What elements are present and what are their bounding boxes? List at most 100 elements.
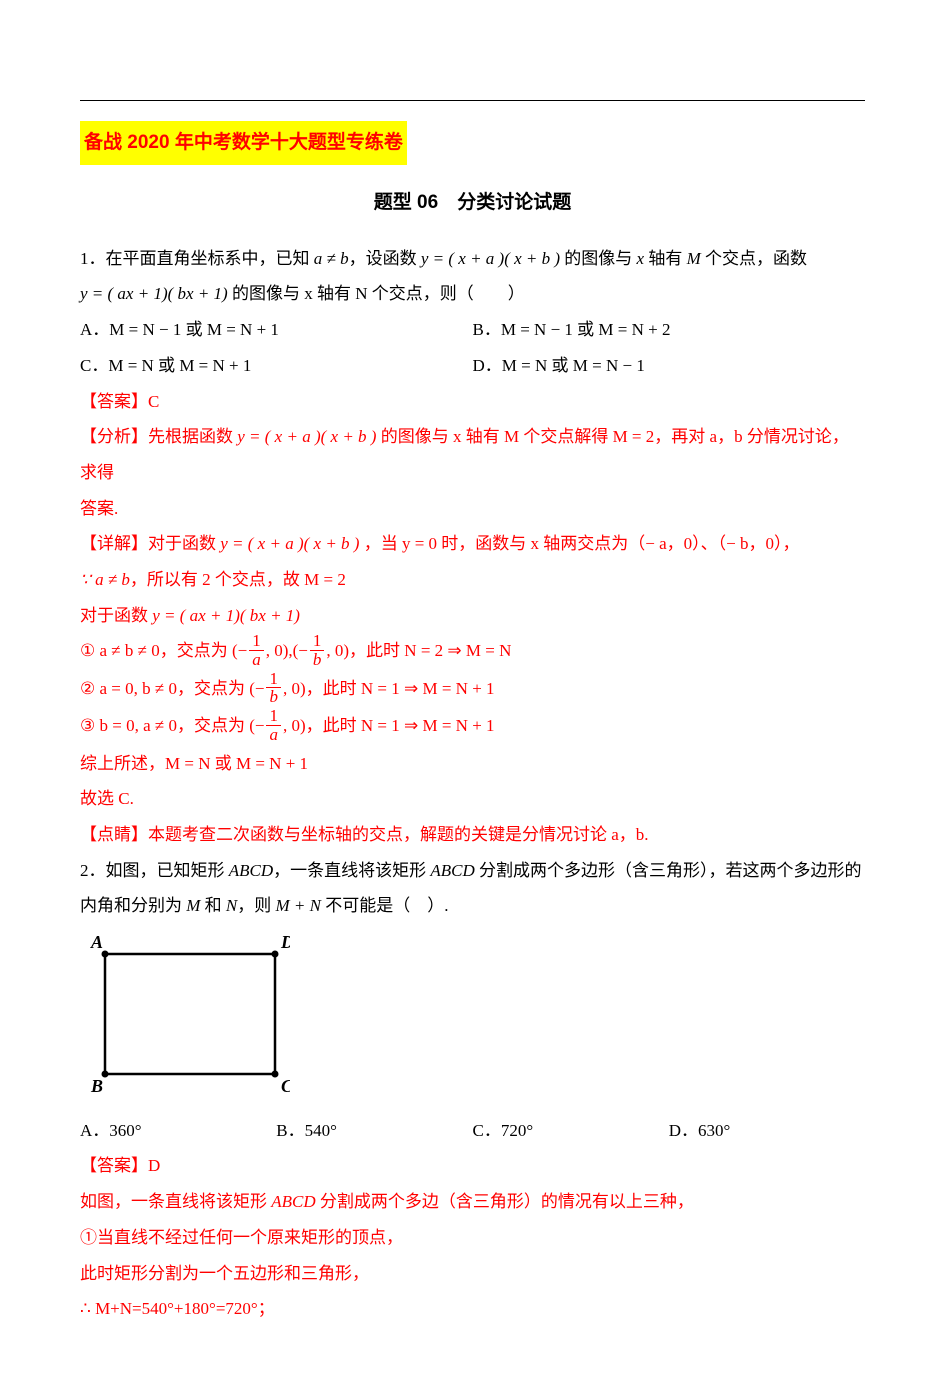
q2-line2-b: 和 — [200, 896, 226, 915]
q2-stem-3: 分割成两个多边形（含三角形），若这两个多边形的 — [475, 861, 862, 880]
q1-analysis-line1: 【分析】先根据函数 y = ( x + a )( x + b ) 的图像与 x … — [80, 419, 865, 490]
q2-opt-b: B．540° — [276, 1121, 337, 1140]
q1-detail-3b: ，所以有 2 个交点，故 M = 2 — [130, 570, 346, 589]
q1-detail-4a: 对于函数 — [80, 606, 152, 625]
q2-opt-a: A．360° — [80, 1121, 142, 1140]
den-a: a — [249, 650, 264, 669]
q1-tip: 【点睛】本题考查二次函数与坐标轴的交点，解题的关键是分情况讨论 a，b. — [80, 817, 865, 853]
svg-text:B: B — [90, 1076, 103, 1092]
q1-analysis-line2: 答案. — [80, 491, 865, 527]
q1-case3: ③ b = 0, a ≠ 0，交点为 (−1a, 0)，此时 N = 1 ⇒ M… — [80, 708, 865, 745]
q1-answer-label: 【答案】 — [80, 392, 148, 411]
q1-answer-value: C — [148, 392, 159, 411]
q1-opt-a: A．M = N − 1 或 M = N + 1 — [80, 320, 279, 339]
q1-stem-4: 轴有 — [644, 249, 687, 268]
q1-summary: 综上所述，M = N 或 M = N + 1 — [80, 746, 865, 782]
q1-number: 1． — [80, 249, 106, 268]
q1-detail-label: 【详解】 — [80, 534, 148, 553]
q2-opt-d: D．630° — [669, 1121, 731, 1140]
q2-stem-sep: ， — [273, 861, 290, 880]
q1-axis: x — [637, 249, 645, 268]
q1-detail-func: y = ( x + a )( x + b ) — [220, 534, 359, 553]
q1-analysis-1: 先根据函数 — [148, 427, 237, 446]
q1-analysis-3: 答案. — [80, 499, 118, 518]
q2-stem-line2: 内角和分别为 M 和 N，则 M + N 不可能是（ ）. — [80, 888, 865, 924]
q1-case1-a: ① a ≠ b ≠ 0，交点为 (− — [80, 641, 247, 660]
svg-text:D: D — [280, 932, 290, 952]
svg-text:A: A — [90, 932, 103, 952]
q2-stem-2: 一条直线将该矩形 — [290, 861, 430, 880]
q1-analysis-label: 【分析】 — [80, 427, 148, 446]
q1-tip-text: 本题考查二次函数与坐标轴的交点，解题的关键是分情况讨论 a，b. — [148, 825, 649, 844]
q1-detail-4b: y = ( ax + 1)( bx + 1) — [152, 606, 300, 625]
q1-stem-line2: y = ( ax + 1)( bx + 1) 的图像与 x 轴有 N 个交点，则… — [80, 276, 865, 312]
q2-line2-a: 内角和分别为 — [80, 896, 186, 915]
q1-opt-d: D．M = N 或 M = N − 1 — [473, 356, 645, 375]
q2-answer-label: 【答案】 — [80, 1156, 148, 1175]
q2-sol-2: ①当直线不经过任何一个原来矩形的顶点， — [80, 1220, 865, 1256]
fraction-1a: 1a — [249, 632, 264, 669]
q1-detail-1: 对于函数 — [148, 534, 220, 553]
den-b: b — [310, 650, 325, 669]
q1-stem-1: 在平面直角坐标系中，已知 — [106, 249, 314, 268]
q2-opt-c: C．720° — [473, 1121, 534, 1140]
fraction-2: 1b — [266, 670, 281, 707]
q1-stem-5: 个交点，函数 — [701, 249, 807, 268]
q1-case2-b: , 0)，此时 N = 1 ⇒ M = N + 1 — [283, 679, 495, 698]
fraction-3: 1a — [266, 707, 281, 744]
top-rule — [80, 100, 865, 101]
q2-line2-d: 不可能是（ ）. — [321, 896, 449, 915]
q1-stem-2: ，设函数 — [349, 249, 421, 268]
q1-summary-text: 综上所述，M = N 或 M = N + 1 — [80, 754, 308, 773]
q1-options-row1: A．M = N − 1 或 M = N + 1 B．M = N − 1 或 M … — [80, 312, 865, 348]
q1-case2-a: ② a = 0, b ≠ 0，交点为 (− — [80, 679, 264, 698]
q1-tip-label: 【点睛】 — [80, 825, 148, 844]
q2-line2-c: ，则 — [237, 896, 275, 915]
q2-sol-4-text: ∴ M+N=540°+180°=720°； — [80, 1299, 275, 1318]
q1-line2-b: 的图像与 x 轴有 N 个交点，则（ ） — [228, 284, 525, 303]
q2-answer-value: D — [148, 1156, 160, 1175]
den-a2: a — [266, 725, 281, 744]
q2-diagram: A D B C — [80, 932, 865, 1105]
subtitle: 题型 06 分类讨论试题 — [80, 183, 865, 223]
q1-case2: ② a = 0, b ≠ 0，交点为 (−1b, 0)，此时 N = 1 ⇒ M… — [80, 671, 865, 708]
q2-number: 2． — [80, 861, 106, 880]
q1-analysis-func: y = ( x + a )( x + b ) — [237, 427, 376, 446]
q2-options: A．360° B．540° C．720° D．630° — [80, 1113, 865, 1149]
q1-case3-a: ③ b = 0, a ≠ 0，交点为 (− — [80, 716, 264, 735]
q1-M: M — [687, 249, 701, 268]
q1-func2: y = ( ax + 1)( bx + 1) — [80, 284, 228, 303]
fraction-1b: 1b — [310, 632, 325, 669]
q2-abcd-2: ABCD — [430, 861, 474, 880]
svg-text:C: C — [281, 1076, 290, 1092]
banner: 备战 2020 年中考数学十大题型专练卷 — [80, 121, 407, 165]
q1-therefore: 故选 C. — [80, 781, 865, 817]
q1-case1-mid: , 0),(− — [266, 641, 308, 660]
q1-cond: a ≠ b — [314, 249, 349, 268]
q1-case1-b: , 0)，此时 N = 2 ⇒ M = N — [326, 641, 511, 660]
q2-abcd-1: ABCD — [229, 861, 273, 880]
q2-stem-line1: 2．如图，已知矩形 ABCD，一条直线将该矩形 ABCD 分割成两个多边形（含三… — [80, 853, 865, 889]
q2-sol-4: ∴ M+N=540°+180°=720°； — [80, 1291, 865, 1327]
q1-detail-line1: 【详解】对于函数 y = ( x + a )( x + b ) ，当 y = 0… — [80, 526, 865, 562]
q1-case1: ① a ≠ b ≠ 0，交点为 (−1a, 0),(−1b, 0)，此时 N =… — [80, 633, 865, 670]
den-b2: b — [266, 687, 281, 706]
q2-sol-1a: 如图，一条直线将该矩形 — [80, 1192, 271, 1211]
q1-options-row2: C．M = N 或 M = N + 1 D．M = N 或 M = N − 1 — [80, 348, 865, 384]
q2-sol-3: 此时矩形分割为一个五边形和三角形， — [80, 1256, 865, 1292]
q2-N: N — [226, 896, 237, 915]
q2-MN: M + N — [276, 896, 321, 915]
q1-detail-line2: ∵ a ≠ b，所以有 2 个交点，故 M = 2 — [80, 562, 865, 598]
q2-answer: 【答案】D — [80, 1148, 865, 1184]
q1-func1: y = ( x + a )( x + b ) — [421, 249, 560, 268]
q2-sol-abcd: ABCD — [271, 1192, 315, 1211]
q1-opt-b: B．M = N − 1 或 M = N + 2 — [473, 320, 671, 339]
q1-detail-2: ，当 y = 0 时，函数与 x 轴两交点为（− a，0）、（− b，0）， — [359, 534, 799, 553]
q1-detail-line3: 对于函数 y = ( ax + 1)( bx + 1) — [80, 598, 865, 634]
q1-stem-3: 的图像与 — [560, 249, 637, 268]
rectangle-svg: A D B C — [80, 932, 290, 1092]
q1-case3-b: , 0)，此时 N = 1 ⇒ M = N + 1 — [283, 716, 495, 735]
q1-answer: 【答案】C — [80, 384, 865, 420]
q2-M: M — [186, 896, 200, 915]
q1-opt-c: C．M = N 或 M = N + 1 — [80, 356, 251, 375]
